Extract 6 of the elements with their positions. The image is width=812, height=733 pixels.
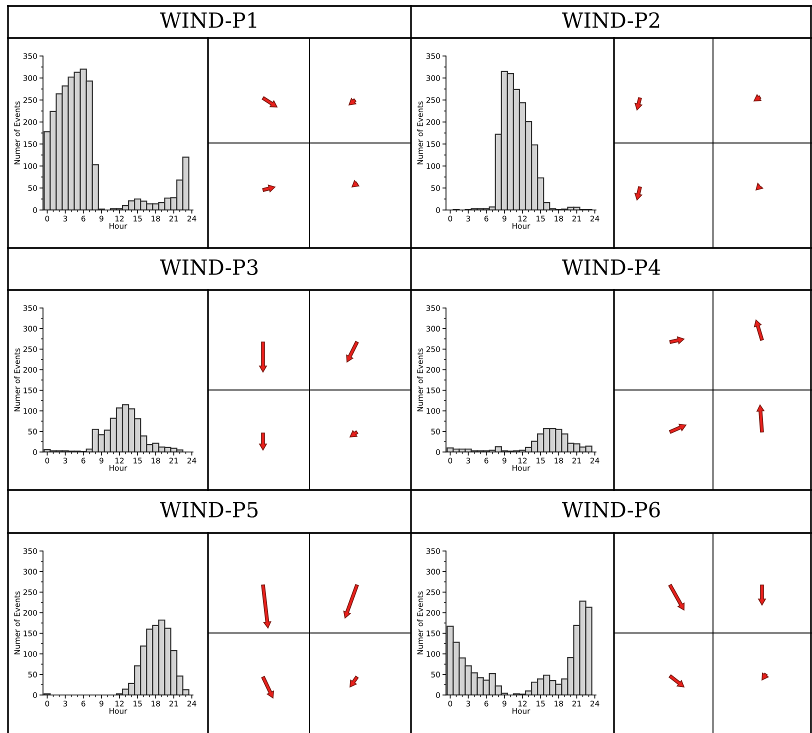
chart-title: WIND-P6 [562,502,660,518]
chart-title: WIND-P3 [160,259,258,276]
chart-title: WIND-P4 [562,259,660,276]
chart-title: WIND-P1 [160,12,256,28]
chart-title: WIND-P5 [160,502,258,518]
chart-title: WIND-P2 [562,12,660,28]
